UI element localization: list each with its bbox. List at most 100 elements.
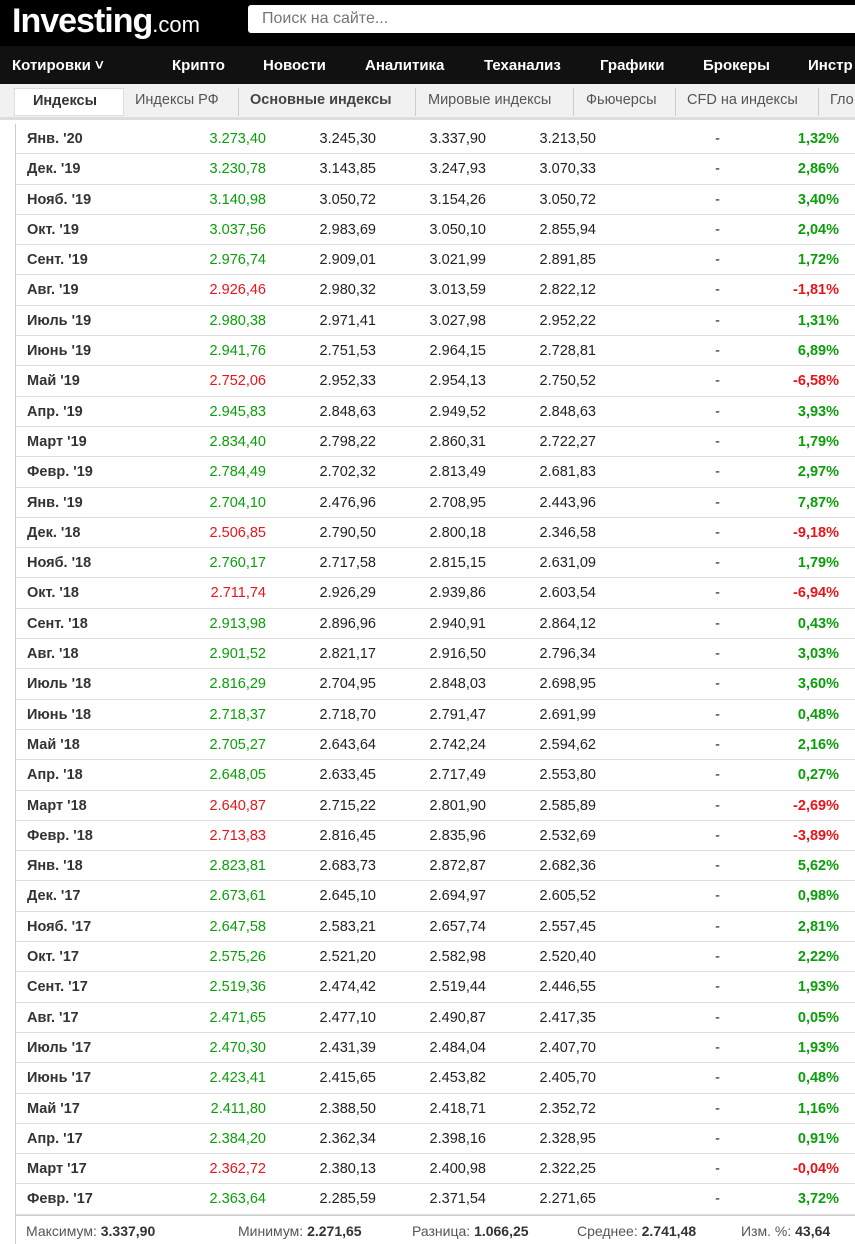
volume-cell: - [715,312,720,329]
date-cell: Янв. '18 [27,858,83,875]
open-cell: 2.431,39 [319,1039,376,1056]
low-cell: 2.603,54 [539,585,596,602]
nav-analytics[interactable]: Аналитика [365,56,445,74]
volume-cell: - [715,343,720,360]
price-cell: 2.945,83 [209,403,266,420]
open-cell: 2.702,32 [319,464,376,481]
low-cell: 3.213,50 [539,131,596,147]
change-cell: 6,89% [797,343,839,360]
table-row: Февр. '17 2.363,64 2.285,59 2.371,54 2.271,6… [16,1184,855,1215]
date-cell: Июнь '18 [27,706,92,723]
nav-tools[interactable]: Инстр [808,56,853,74]
subnav-global[interactable]: Гло [830,92,854,108]
table-row: Апр. '17 2.384,20 2.362,34 2.398,16 2.328,95… [16,1124,855,1155]
low-cell: 2.681,83 [539,464,596,481]
change-cell: 0,48% [797,1070,839,1087]
high-cell: 2.490,87 [429,1009,486,1026]
low-cell: 2.346,58 [539,524,596,541]
table-row: Май '17 2.411,80 2.388,50 2.418,71 2.352,72 -… [16,1094,855,1124]
high-cell: 2.519,44 [429,979,486,996]
table-row: Авг. '17 2.471,65 2.477,10 2.490,87 2.417,35… [16,1003,855,1033]
low-cell: 2.822,12 [539,282,596,299]
date-cell: Июнь '17 [27,1070,92,1087]
date-cell: Янв. '20 [27,131,83,147]
volume-cell: - [715,282,720,299]
low-cell: 2.605,52 [539,888,596,905]
volume-cell: - [715,524,720,541]
volume-cell: - [715,1100,720,1117]
table-row: Июнь '18 2.718,37 2.718,70 2.791,47 2.691,99… [16,700,855,730]
table-row: Окт. '18 2.711,74 2.926,29 2.939,86 2.603,54… [16,578,855,609]
nav-technical[interactable]: Теханализ [484,56,561,74]
date-cell: Июль '18 [27,676,92,693]
logo[interactable]: Investing.com [12,2,200,41]
date-cell: Янв. '19 [27,494,83,511]
volume-cell: - [715,706,720,723]
change-cell: 2,04% [797,221,839,238]
price-cell: 2.470,30 [209,1039,266,1056]
subnav-ru-indices[interactable]: Индексы РФ [135,92,219,108]
high-cell: 2.708,95 [429,494,486,511]
open-cell: 2.683,73 [319,858,376,875]
date-cell: Дек. '17 [27,888,81,905]
main-nav: Котировки ˅ Крипто Новости Аналитика Тех… [0,46,855,84]
open-cell: 2.816,45 [319,827,376,844]
divider [573,88,574,116]
volume-cell: - [715,736,720,753]
table-row: Янв. '18 2.823,81 2.683,73 2.872,87 2.682,36… [16,851,855,882]
high-cell: 3.050,10 [429,221,486,238]
low-cell: 2.698,95 [539,676,596,693]
subnav-cfd[interactable]: CFD на индексы [687,92,798,108]
table-row: Март '17 2.362,72 2.380,13 2.400,98 2.322,25… [16,1154,855,1185]
table-row: Окт. '19 3.037,56 2.983,69 3.050,10 2.855,94… [16,215,855,246]
high-cell: 2.801,90 [429,797,486,814]
divider [238,88,239,116]
table-row: Дек. '17 2.673,61 2.645,10 2.694,97 2.605,52… [16,881,855,912]
summary-max: Максимум: 3.337,90 [26,1223,155,1239]
price-cell: 2.519,36 [209,979,266,996]
table-row: Авг. '19 2.926,46 2.980,32 3.013,59 2.822,12… [16,275,855,306]
open-cell: 2.926,29 [319,585,376,602]
divider [818,88,819,116]
high-cell: 2.418,71 [429,1100,486,1117]
date-cell: Дек. '18 [27,524,81,541]
open-cell: 2.983,69 [319,221,376,238]
table-row: Июль '17 2.470,30 2.431,39 2.484,04 2.407,70… [16,1033,855,1064]
table-row: Март '18 2.640,87 2.715,22 2.801,90 2.585,89… [16,791,855,821]
open-cell: 2.980,32 [319,282,376,299]
table-row: Дек. '19 3.230,78 3.143,85 3.247,93 3.070,33… [16,154,855,185]
high-cell: 2.694,97 [429,888,486,905]
subnav-major-indices[interactable]: Основные индексы [250,92,392,108]
high-cell: 3.027,98 [429,312,486,329]
search-input[interactable] [248,5,855,33]
date-cell: Апр. '19 [27,403,83,420]
low-cell: 2.328,95 [539,1130,596,1147]
price-cell: 3.140,98 [209,191,266,208]
price-cell: 2.506,85 [209,524,266,541]
nav-quotes[interactable]: Котировки ˅ [12,56,104,74]
volume-cell: - [715,646,720,663]
volume-cell: - [715,1130,720,1147]
high-cell: 2.813,49 [429,464,486,481]
nav-crypto[interactable]: Крипто [172,56,225,74]
subnav-world-indices[interactable]: Мировые индексы [428,92,552,108]
low-cell: 2.796,34 [539,646,596,663]
change-cell: 1,31% [797,312,839,329]
price-cell: 2.980,38 [209,312,266,329]
change-cell: 2,97% [797,464,839,481]
summary-min-value: 2.271,65 [307,1223,362,1239]
divider [415,88,416,116]
nav-charts[interactable]: Графики [600,56,665,74]
subnav-futures[interactable]: Фьючерсы [586,92,657,108]
change-cell: 1,93% [797,979,839,996]
high-cell: 3.154,26 [429,191,486,208]
change-cell: 3,93% [797,403,839,420]
table-row: Нояб. '19 3.140,98 3.050,72 3.154,26 3.050,7… [16,185,855,215]
open-cell: 2.380,13 [319,1161,376,1178]
price-cell: 2.926,46 [209,282,266,299]
nav-brokers[interactable]: Брокеры [703,56,770,74]
price-cell: 2.640,87 [209,797,266,814]
subnav-indices[interactable]: Индексы [14,88,124,116]
price-cell: 2.901,52 [209,646,266,663]
nav-news[interactable]: Новости [263,56,326,74]
